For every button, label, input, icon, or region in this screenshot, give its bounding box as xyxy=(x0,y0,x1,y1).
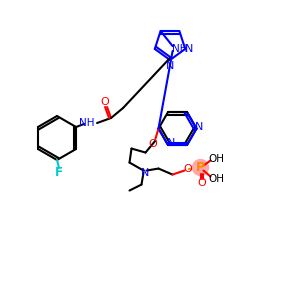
Text: N: N xyxy=(195,122,204,131)
Text: NH: NH xyxy=(79,118,95,128)
Text: O: O xyxy=(101,97,110,107)
Text: N: N xyxy=(141,167,150,178)
Text: P: P xyxy=(196,161,205,174)
Circle shape xyxy=(193,160,208,176)
Text: OH: OH xyxy=(208,154,224,164)
Text: F: F xyxy=(55,167,63,179)
Text: N: N xyxy=(166,61,174,71)
Text: N: N xyxy=(185,44,194,54)
Text: OH: OH xyxy=(208,173,224,184)
Text: O: O xyxy=(197,178,206,188)
Text: O: O xyxy=(183,164,192,173)
Text: N: N xyxy=(167,138,175,148)
Text: O: O xyxy=(148,139,157,148)
Text: NH: NH xyxy=(172,44,187,54)
